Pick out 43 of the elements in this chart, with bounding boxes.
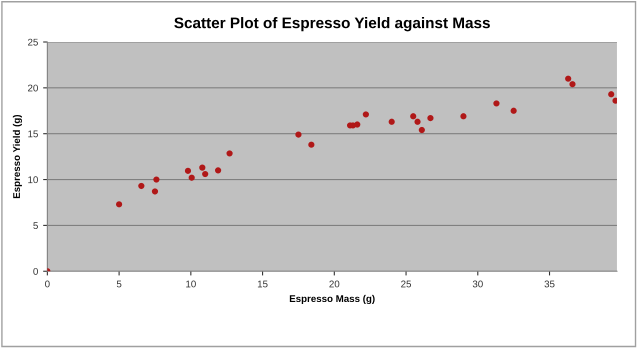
point (226, 150, 233, 157)
point (569, 81, 576, 88)
x-tick-label: 0 (45, 280, 50, 288)
x-tick-label: 25 (401, 280, 412, 288)
point (153, 176, 160, 183)
x-tick-label: 30 (472, 280, 483, 288)
point (138, 182, 144, 190)
point (418, 126, 425, 134)
point (354, 121, 360, 128)
y-tick-label: 20 (28, 84, 38, 92)
y-axis-title: Espresso Yield (g) (12, 114, 22, 198)
point (510, 108, 517, 114)
y-tick-label: 5 (33, 222, 38, 230)
point (308, 142, 314, 148)
y-tick-label: 25 (28, 38, 38, 46)
x-tick-label: 15 (258, 280, 268, 288)
point (608, 91, 614, 98)
point (202, 170, 208, 178)
point (427, 115, 434, 122)
point (214, 167, 222, 174)
point (295, 132, 302, 138)
point (184, 168, 192, 174)
x-tick-label: 5 (116, 280, 122, 288)
point (199, 164, 206, 171)
point (565, 76, 572, 82)
point (612, 98, 617, 104)
y-tick-label: 10 (28, 176, 38, 184)
point (388, 118, 395, 125)
point (410, 113, 416, 120)
x-tick-label: 10 (186, 280, 196, 288)
point (362, 111, 369, 118)
point (460, 113, 467, 120)
x-tick-label: 20 (329, 280, 340, 288)
point (152, 188, 158, 195)
chart-title: Scatter Plot of Espresso Yield against Mass (174, 17, 490, 32)
y-tick-label: 0 (33, 268, 38, 275)
point (414, 118, 421, 125)
point (493, 100, 500, 107)
x-axis-title: Espresso Mass (g) (290, 294, 375, 304)
x-tick-label: 35 (544, 280, 555, 288)
point (188, 174, 195, 181)
y-tick-label: 15 (28, 130, 38, 138)
point (116, 201, 122, 208)
